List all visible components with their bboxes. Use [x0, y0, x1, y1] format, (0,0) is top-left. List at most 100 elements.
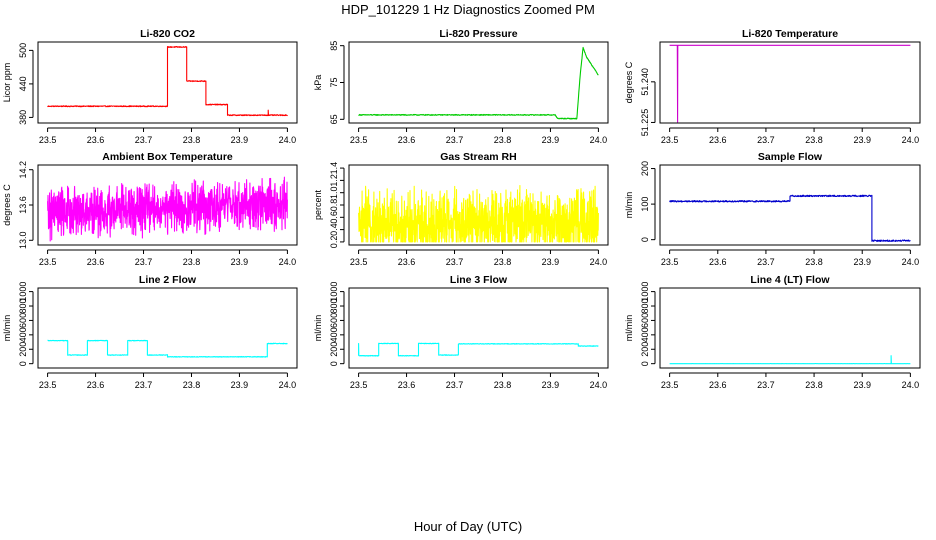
data-line [47, 339, 288, 358]
x-tick-label: 23.6 [87, 135, 105, 145]
data-line [358, 342, 599, 357]
y-tick-label: 14.2 [18, 161, 28, 179]
figure-x-axis-label: Hour of Day (UTC) [414, 519, 522, 534]
chart-panel: Li-820 Pressure 23.5 23.6 23.7 23.8 23.9 24.0 6… [313, 28, 609, 145]
x-tick-label: 23.5 [39, 380, 57, 390]
y-tick-label: 0 [18, 361, 28, 366]
y-tick-label: 51.225 [640, 109, 650, 137]
x-tick-label: 23.6 [709, 380, 727, 390]
x-tick-label: 23.8 [183, 380, 201, 390]
chart-panel: Line 2 Flow 23.5 23.6 23.7 23.8 23.9 24.0 0 2004… [2, 274, 298, 390]
data-line [358, 46, 599, 120]
x-tick-label: 23.5 [661, 135, 679, 145]
x-tick-label: 23.6 [87, 257, 105, 267]
y-tick-label: 0 [640, 237, 650, 242]
x-tick-label: 23.7 [757, 257, 775, 267]
chart-panel: Sample Flow 23.5 23.6 23.7 23.8 23.9 24.0 0 100 2… [624, 151, 921, 267]
x-tick-label: 23.7 [135, 380, 153, 390]
x-tick-label: 23.8 [494, 380, 512, 390]
x-tick-label: 23.6 [709, 135, 727, 145]
y-tick-label: 800 [329, 299, 339, 314]
x-tick-label: 23.7 [446, 135, 464, 145]
plot-frame [659, 41, 921, 124]
x-tick-label: 23.5 [39, 135, 57, 145]
y-tick-label: 0.8 [329, 199, 339, 212]
x-tick-label: 24.0 [902, 135, 920, 145]
x-tick-label: 23.5 [661, 380, 679, 390]
y-tick-label: 1.2 [329, 174, 339, 187]
x-tick-label: 23.5 [350, 380, 368, 390]
y-tick-label: 800 [640, 299, 650, 314]
data-line [47, 46, 288, 117]
x-tick-label: 23.7 [135, 257, 153, 267]
y-tick-label: 0.6 [329, 211, 339, 224]
x-tick-label: 23.5 [661, 257, 679, 267]
y-tick-label: 400 [640, 327, 650, 342]
y-tick-label: 200 [640, 161, 650, 176]
x-tick-label: 23.8 [183, 257, 201, 267]
x-tick-label: 23.8 [805, 135, 823, 145]
y-tick-label: 65 [329, 114, 339, 124]
y-tick-label: 400 [329, 327, 339, 342]
plot-frame [659, 164, 921, 246]
y-axis-label: ml/min [624, 192, 634, 219]
data-line [669, 194, 911, 242]
y-axis-label: degrees C [624, 61, 634, 103]
y-axis-label: ml/min [2, 315, 12, 342]
y-tick-label: 75 [329, 77, 339, 87]
x-tick-label: 24.0 [279, 135, 297, 145]
x-tick-label: 23.7 [446, 380, 464, 390]
x-tick-label: 23.9 [853, 135, 871, 145]
y-tick-label: 51.240 [640, 68, 650, 96]
x-tick-label: 23.6 [709, 257, 727, 267]
x-tick-label: 24.0 [590, 135, 608, 145]
y-tick-label: 600 [329, 313, 339, 328]
x-tick-label: 24.0 [279, 380, 297, 390]
x-tick-label: 24.0 [902, 257, 920, 267]
x-tick-label: 23.5 [350, 135, 368, 145]
chart-panel: Line 4 (LT) Flow 23.5 23.6 23.7 23.8 23.9 24.0… [624, 274, 921, 390]
x-tick-label: 23.8 [494, 257, 512, 267]
x-tick-label: 23.7 [446, 257, 464, 267]
x-tick-label: 23.9 [542, 257, 560, 267]
x-tick-label: 23.6 [398, 257, 416, 267]
y-tick-label: 1000 [329, 282, 339, 302]
data-line [47, 176, 288, 242]
chart-panel: Ambient Box Temperature 23.5 23.6 23.7 23.8 2… [2, 151, 298, 267]
panel-title: Li-820 Temperature [742, 28, 838, 40]
y-tick-label: 1.0 [329, 186, 339, 199]
panel-title: Line 4 (LT) Flow [750, 274, 830, 286]
x-tick-label: 23.9 [853, 257, 871, 267]
y-tick-label: 85 [329, 41, 339, 51]
panel-title: Ambient Box Temperature [102, 151, 233, 163]
chart-panel: Line 3 Flow 23.5 23.6 23.7 23.8 23.9 24.0 0 2004… [313, 274, 609, 390]
panel-title: Line 3 Flow [450, 274, 508, 286]
plot-frame [659, 287, 921, 369]
chart-panel: Li-820 Temperature 23.5 23.6 23.7 23.8 23.9 24… [624, 28, 921, 145]
x-tick-label: 23.5 [39, 257, 57, 267]
y-axis-label: percent [313, 189, 323, 220]
y-axis-label: degrees C [2, 184, 12, 226]
x-tick-label: 24.0 [279, 257, 297, 267]
y-tick-label: 440 [18, 76, 28, 91]
y-tick-label: 200 [329, 342, 339, 357]
data-line [669, 44, 911, 123]
chart-panel: Li-820 CO2 23.5 23.6 23.7 23.8 23.9 24.0 380 440… [2, 28, 298, 145]
y-tick-label: 200 [640, 342, 650, 357]
y-tick-label: 600 [640, 313, 650, 328]
x-tick-label: 23.6 [398, 380, 416, 390]
plot-frame [348, 41, 609, 124]
y-tick-label: 600 [18, 313, 28, 328]
plot-frame [37, 41, 298, 124]
x-tick-label: 24.0 [902, 380, 920, 390]
plot-frame [348, 164, 609, 246]
y-tick-label: 500 [18, 43, 28, 58]
y-axis-label: Licor ppm [2, 63, 12, 103]
y-tick-label: 0.2 [329, 236, 339, 249]
y-tick-label: 100 [640, 197, 650, 212]
y-axis-label: kPa [313, 75, 323, 91]
panel-title: Gas Stream RH [440, 151, 516, 163]
y-tick-label: 200 [18, 342, 28, 357]
x-tick-label: 24.0 [590, 257, 608, 267]
